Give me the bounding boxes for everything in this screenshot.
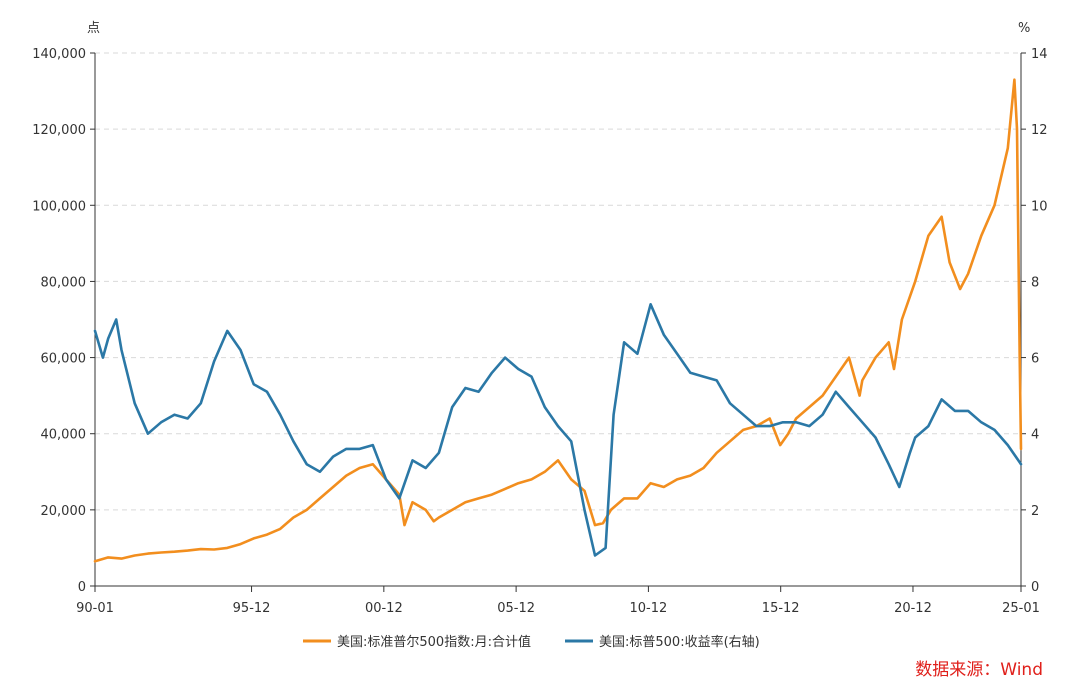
legend-label-sp500-yield: 美国:标普500:收益率(右轴)	[599, 634, 760, 650]
right-tick-label: 6	[1031, 352, 1039, 367]
left-tick-label: 20,000	[41, 504, 87, 519]
left-tick-label: 0	[78, 580, 86, 595]
series-line-sp500-yield	[93, 303, 1023, 557]
gridlines	[95, 52, 1021, 511]
x-tick-label: 10-12	[630, 601, 668, 616]
data-source: 数据来源：Wind	[915, 660, 1043, 680]
legend-label-sp500-index: 美国:标准普尔500指数:月:合计值	[337, 634, 531, 650]
series-layer	[93, 78, 1023, 563]
right-tick-label: 10	[1031, 199, 1048, 214]
x-tick-label: 05-12	[497, 601, 535, 616]
series-line-sp500-index	[93, 78, 1023, 563]
axes: 0 20,000 40,000 60,000 80,000 100,000 120,000 1…	[32, 47, 1047, 616]
right-axis-unit: %	[1018, 21, 1030, 36]
x-tick-label: 90-01	[76, 601, 114, 616]
left-tick-label: 80,000	[41, 275, 87, 290]
right-tick-label: 12	[1031, 123, 1048, 138]
left-tick-label: 60,000	[41, 352, 87, 367]
left-axis-unit: 点	[87, 21, 100, 36]
x-tick-label: 25-01	[1002, 601, 1040, 616]
right-tick-label: 14	[1031, 47, 1048, 62]
x-tick-label: 95-12	[233, 601, 271, 616]
left-tick-label: 40,000	[41, 428, 87, 443]
right-tick-label: 0	[1031, 580, 1039, 595]
left-tick-label: 100,000	[32, 199, 86, 214]
right-tick-label: 8	[1031, 275, 1039, 290]
left-tick-label: 120,000	[32, 123, 86, 138]
right-tick-label: 2	[1031, 504, 1039, 519]
x-tick-label: 00-12	[365, 601, 403, 616]
x-tick-label: 20-12	[894, 601, 932, 616]
left-tick-label: 140,000	[32, 47, 86, 62]
right-tick-label: 4	[1031, 428, 1039, 443]
x-tick-label: 15-12	[762, 601, 800, 616]
legend: 美国:标准普尔500指数:月:合计值 美国:标普500:收益率(右轴)	[303, 634, 760, 650]
